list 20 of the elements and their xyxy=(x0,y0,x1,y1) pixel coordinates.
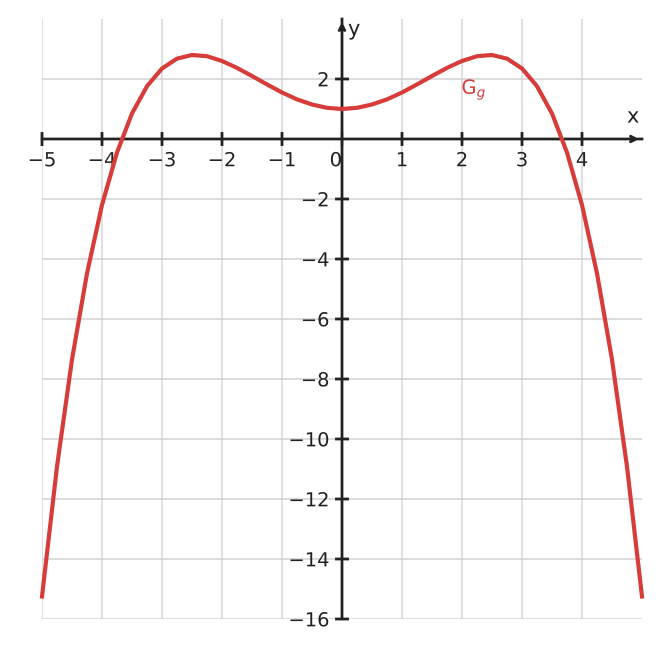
x-tick-label: −2 xyxy=(210,152,234,166)
y-tick-label: −4 xyxy=(302,252,328,266)
x-tick-label: −3 xyxy=(150,152,175,167)
x-tick-label: −1 xyxy=(270,152,295,166)
x-tick-label: 1 xyxy=(398,152,406,166)
y-tick-label: −6 xyxy=(302,312,328,327)
y-tick-label: −12 xyxy=(290,492,328,506)
x-tick-label: −5 xyxy=(30,152,55,167)
y-tick-label: −8 xyxy=(302,372,328,387)
y-tick-label: −14 xyxy=(290,552,328,566)
x-tick-label: 4 xyxy=(576,152,588,166)
y-axis-title: y xyxy=(348,24,360,40)
series-label: G$_{g}$ xyxy=(462,79,485,100)
y-tick-label: 2 xyxy=(318,72,328,86)
x-tick-label: 3 xyxy=(517,152,527,167)
y-tick-label: −16 xyxy=(290,612,328,627)
y-tick-label: −2 xyxy=(302,192,328,206)
y-tick-label: −10 xyxy=(290,432,328,447)
x-tick-label: 2 xyxy=(457,152,466,166)
x-axis-title: x xyxy=(628,111,639,123)
